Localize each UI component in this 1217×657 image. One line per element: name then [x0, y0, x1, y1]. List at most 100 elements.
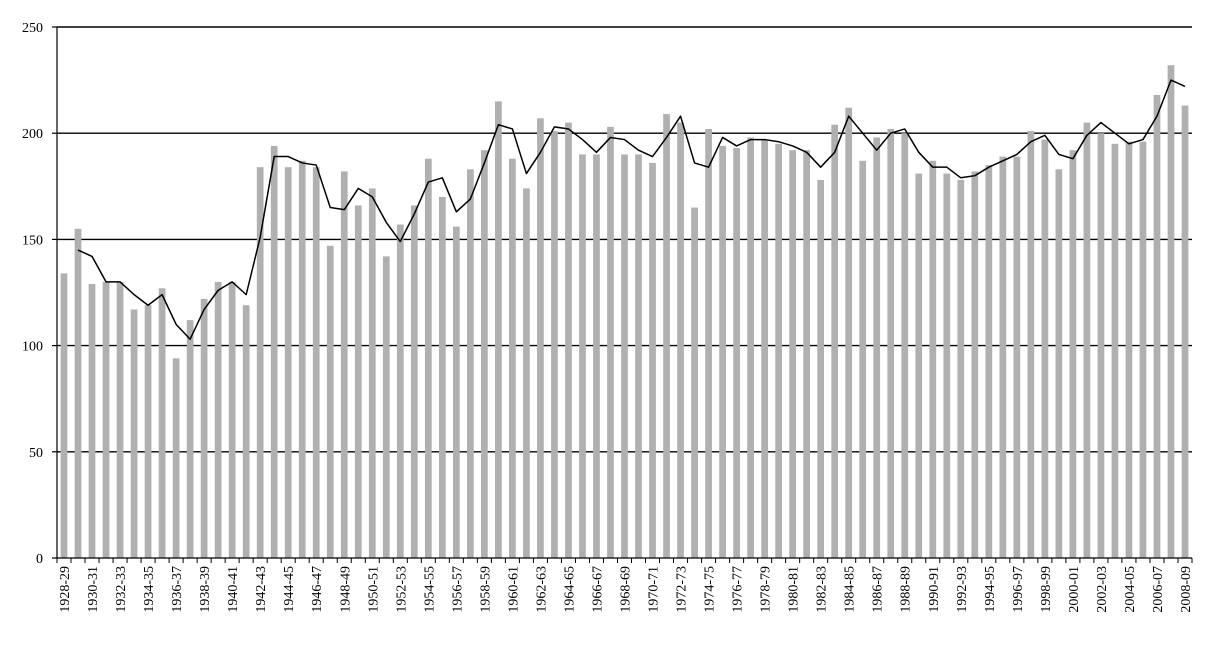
bar-1964-65 — [565, 122, 572, 558]
bar-2001-02 — [1083, 122, 1091, 558]
bar-1958-59 — [481, 150, 488, 558]
bar-1945-46 — [298, 160, 306, 558]
bar-1953-54 — [410, 205, 418, 558]
bar-1932-33 — [116, 281, 124, 558]
bar-1928-29 — [60, 273, 68, 558]
bar-1931-32 — [102, 281, 110, 558]
x-tick-label-1996-97: 1996-97 — [1011, 566, 1026, 613]
bar-1976-77 — [733, 148, 740, 558]
x-tick-label-1946-47: 1946-47 — [310, 566, 325, 613]
y-tick-label-0: 0 — [36, 552, 43, 567]
x-tick-label-2008-09: 2008-09 — [1179, 566, 1194, 613]
bar-1943-44 — [270, 145, 278, 558]
x-tick-label-2002-03: 2002-03 — [1095, 566, 1110, 613]
x-tick-label-1940-41: 1940-41 — [226, 566, 241, 613]
bar-1944-45 — [284, 167, 292, 558]
bar-1937-38 — [186, 320, 194, 558]
bar-1956-57 — [452, 226, 460, 558]
bar-1965-66 — [579, 154, 586, 558]
bar-series — [60, 65, 1189, 559]
x-tick-label-1960-61: 1960-61 — [506, 566, 521, 613]
bar-1942-43 — [256, 167, 264, 558]
x-tick-label-1984-85: 1984-85 — [843, 566, 858, 613]
bar-1974-75 — [705, 128, 712, 558]
bar-1983-84 — [831, 124, 839, 558]
bar-1947-48 — [326, 245, 334, 558]
line-series — [77, 79, 1186, 340]
x-tick-label-1968-69: 1968-69 — [619, 566, 634, 613]
x-tick-label-1992-93: 1992-93 — [955, 566, 970, 613]
x-tick-label-1990-91: 1990-91 — [927, 566, 942, 613]
y-tick-label-50: 50 — [29, 446, 43, 461]
bar-1990-91 — [929, 160, 937, 558]
x-tick-label-1958-59: 1958-59 — [478, 566, 493, 613]
x-tick-label-1964-65: 1964-65 — [562, 566, 577, 613]
bar-1948-49 — [340, 171, 348, 558]
bar-1994-95 — [985, 165, 993, 558]
bar-1962-63 — [537, 118, 544, 558]
x-tick-label-1952-53: 1952-53 — [394, 566, 409, 613]
bar-1963-64 — [551, 131, 558, 559]
bar-1951-52 — [382, 256, 390, 558]
bar-1961-62 — [523, 188, 530, 558]
y-tick-labels: 0 50 100 150 200 250 — [22, 21, 43, 567]
bar-1999-00 — [1055, 169, 1063, 559]
bar-1998-99 — [1041, 139, 1049, 558]
bar-1940-41 — [228, 281, 236, 558]
bar-2000-01 — [1069, 150, 1077, 558]
bar-1929-30 — [74, 228, 82, 558]
x-tick-label-1972-73: 1972-73 — [675, 566, 690, 613]
x-tick-label-1994-95: 1994-95 — [983, 566, 998, 613]
x-tick-label-1998-99: 1998-99 — [1039, 566, 1054, 613]
axes — [52, 26, 1193, 563]
bar-1933-34 — [130, 309, 138, 558]
bar-1997-98 — [1027, 131, 1035, 559]
bar-1977-78 — [747, 137, 754, 558]
bar-1980-81 — [789, 150, 797, 558]
bar-1995-96 — [999, 156, 1007, 558]
bar-1968-69 — [621, 154, 628, 558]
bar-1971-72 — [663, 114, 670, 559]
y-tick-label-200: 200 — [22, 127, 43, 142]
x-tick-label-1934-35: 1934-35 — [142, 566, 157, 613]
x-tick-label-1948-49: 1948-49 — [338, 566, 353, 613]
x-tick-label-2004-05: 2004-05 — [1123, 566, 1138, 613]
x-tick-label-1962-63: 1962-63 — [534, 566, 549, 613]
x-tick-label-1986-87: 1986-87 — [871, 566, 886, 613]
bar-1941-42 — [242, 305, 250, 558]
x-tick-label-1938-39: 1938-39 — [198, 566, 213, 613]
y-tick-label-150: 150 — [22, 233, 43, 248]
bar-1939-40 — [214, 281, 222, 558]
bar-1960-61 — [509, 158, 516, 559]
x-tick-label-1954-55: 1954-55 — [422, 566, 437, 613]
bar-1967-68 — [607, 126, 614, 558]
bar-2007-08 — [1167, 65, 1175, 559]
bar-1987-88 — [887, 128, 895, 558]
x-tick-labels: 1928-29 1930-31 1932-33 1934-35 1936-37 1938-… — [58, 566, 1194, 613]
x-tick-label-1944-45: 1944-45 — [282, 566, 297, 613]
x-tick-label-1932-33: 1932-33 — [114, 566, 129, 613]
x-tick-label-1950-51: 1950-51 — [366, 566, 381, 613]
x-tick-label-1936-37: 1936-37 — [170, 566, 185, 613]
bar-1982-83 — [817, 179, 825, 559]
bar-1949-50 — [354, 205, 362, 558]
bar-1954-55 — [424, 158, 432, 559]
bar-2006-07 — [1153, 94, 1161, 558]
x-tick-label-1978-79: 1978-79 — [759, 566, 774, 613]
x-tick-label-1970-71: 1970-71 — [647, 566, 662, 613]
bar-1935-36 — [158, 288, 166, 558]
bar-1978-79 — [761, 139, 768, 558]
x-tick-label-1928-29: 1928-29 — [58, 566, 73, 613]
bar-1938-39 — [200, 298, 208, 558]
bar-2003-04 — [1111, 143, 1119, 558]
bar-1973-74 — [691, 207, 698, 559]
trend-line — [77, 79, 1186, 340]
bar-1934-35 — [144, 305, 152, 558]
x-tick-label-1942-43: 1942-43 — [254, 566, 269, 613]
x-tick-label-1980-81: 1980-81 — [787, 566, 802, 613]
bar-1946-47 — [312, 167, 320, 558]
bar-1936-37 — [172, 358, 180, 558]
bar-1957-58 — [467, 169, 474, 559]
x-tick-label-1966-67: 1966-67 — [590, 566, 605, 613]
